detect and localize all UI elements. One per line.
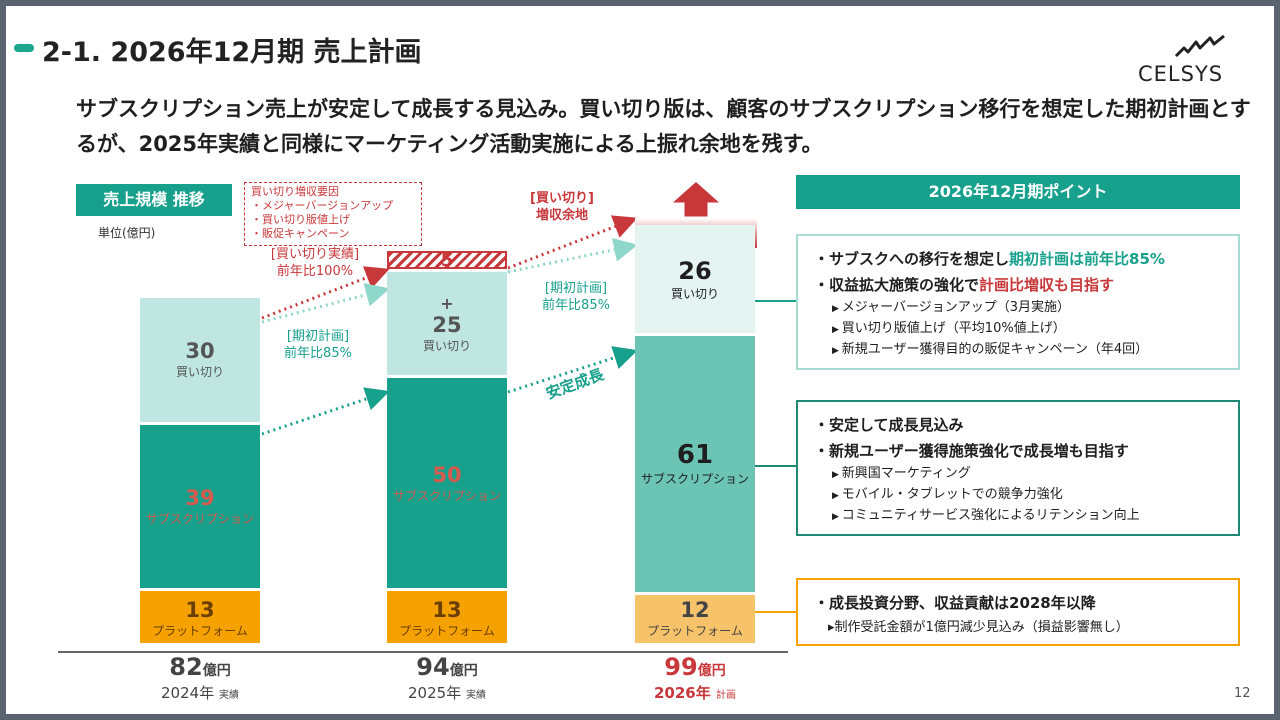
annotation-plan-2026-title: [期初計画] bbox=[544, 281, 608, 296]
subscription-segment: 39 サブスクリプション bbox=[140, 425, 260, 588]
page-title: 2-1. 2026年12月期 売上計画 bbox=[42, 37, 422, 68]
bar-value: 39 bbox=[185, 485, 215, 510]
bar-segment-label: プラットフォーム bbox=[152, 624, 248, 638]
bar-total: 99億円 2026年 計画 bbox=[615, 653, 775, 707]
subscription-sub-item: コミュニティサービス強化によるリテンション向上 bbox=[832, 506, 1222, 527]
plus-sign: + bbox=[440, 293, 454, 313]
connector-upside bbox=[507, 215, 638, 270]
platform-segment: 13 プラットフォーム bbox=[387, 590, 507, 643]
purchase-bullet-2-text: ・収益拡大施策の強化で bbox=[814, 276, 980, 294]
category-kind: 計画 bbox=[715, 690, 736, 701]
connector-plan-2025 bbox=[261, 282, 390, 324]
total-unit: 億円 bbox=[449, 663, 478, 679]
upside-segment: 5 bbox=[387, 249, 507, 271]
subscription-bullet-2: ・新規ユーザー獲得施策強化で成長増も目指す bbox=[814, 442, 1129, 460]
slide: 2-1. 2026年12月期 売上計画 CELSYS サブスクリプション売上が安… bbox=[6, 6, 1274, 714]
subscription-sub-item: 新興国マーケティング bbox=[832, 464, 1222, 485]
bar-value: 12 bbox=[680, 598, 710, 622]
purchase-segment: 30 買い切り bbox=[140, 297, 260, 422]
callout-line: ・メジャーバージョンアップ bbox=[251, 199, 394, 212]
purchase-bullet-1-highlight: 期初計画は前年比85% bbox=[1009, 250, 1165, 268]
purchase-sub-item: 買い切り版値上げ（平均10%値上げ） bbox=[832, 319, 1222, 340]
platform-segment: 13 プラットフォーム bbox=[140, 590, 260, 643]
purchase-bullet-2-highlight: 計画比増収も目指す bbox=[979, 276, 1115, 294]
annotation-plan-2025: [期初計画] 前年比85% bbox=[268, 328, 368, 362]
callout-line: ・販促キャンペーン bbox=[251, 227, 350, 240]
upside-factors-callout: 買い切り増収要因 ・メジャーバージョンアップ ・買い切り版値上げ ・販促キャンペ… bbox=[244, 182, 422, 246]
annotation-actual: [買い切り実績] 前年比100% bbox=[260, 246, 370, 280]
bar-segment-label: サブスクリプション bbox=[392, 488, 501, 503]
purchase-bullet-2: ・収益拡大施策の強化で計画比増収も目指す bbox=[814, 272, 1222, 298]
purchase-bullet-1: ・サブスクへの移行を想定し期初計画は前年比85% bbox=[814, 246, 1222, 272]
purchase-sub-item: メジャーバージョンアップ（3月実施） bbox=[832, 298, 1222, 319]
platform-segment: 12 プラットフォーム bbox=[635, 595, 755, 643]
points-box-platform: ・成長投資分野、収益貢献は2028年以降 ▸制作受託金額が1億円減少見込み（損益… bbox=[796, 578, 1240, 646]
bar-segment-label: 買い切り bbox=[175, 365, 224, 380]
unit-label: 単位(億円) bbox=[98, 226, 156, 240]
logo-text: CELSYS bbox=[1138, 62, 1224, 86]
annotation-upside-title: [買い切り] bbox=[530, 191, 594, 206]
total-unit: 億円 bbox=[202, 663, 231, 679]
total-value: 94 bbox=[416, 653, 450, 681]
bar-segment-label: サブスクリプション bbox=[640, 472, 749, 487]
bar-value: 61 bbox=[676, 440, 714, 471]
bar-segment-label: 買い切り bbox=[422, 338, 471, 353]
bar-value: 5 bbox=[440, 249, 454, 271]
bar-total: 94億円 2025年 実績 bbox=[367, 653, 527, 707]
connector-actual bbox=[261, 266, 390, 320]
bar-segment-label: プラットフォーム bbox=[399, 624, 495, 638]
bar-value: 50 bbox=[432, 462, 462, 487]
purchase-sub-item: 新規ユーザー獲得目的の販促キャンペーン（年4回） bbox=[832, 340, 1222, 361]
purchase-segment: +25 買い切り bbox=[387, 272, 507, 376]
category-label: 2024年 bbox=[161, 684, 219, 702]
bar-value: 25 bbox=[432, 312, 462, 337]
annotation-actual-value: 前年比100% bbox=[276, 264, 354, 279]
points-title: 2026年12月期ポイント bbox=[796, 175, 1240, 209]
bar-total: 82億円 2024年 実績 bbox=[120, 653, 280, 707]
category-kind: 実績 bbox=[465, 690, 486, 701]
bar-value: 13 bbox=[432, 598, 462, 622]
subscription-sub-item: モバイル・タブレットでの競争力強化 bbox=[832, 485, 1222, 506]
annotation-plan-2026: [期初計画] 前年比85% bbox=[526, 280, 626, 314]
total-unit: 億円 bbox=[697, 663, 726, 679]
subscription-bullet-1: ・安定して成長見込み bbox=[814, 416, 964, 434]
annotation-plan-2025-title: [期初計画] bbox=[286, 329, 350, 344]
purchase-bullet-1-text: ・サブスクへの移行を想定し bbox=[814, 250, 1010, 268]
page-number: 12 bbox=[1234, 686, 1251, 701]
points-box-subscription: ・安定して成長見込み ・新規ユーザー獲得施策強化で成長増も目指す 新興国マーケテ… bbox=[796, 400, 1240, 536]
category-kind: 実績 bbox=[218, 690, 239, 701]
callout-line: ・買い切り版値上げ bbox=[251, 213, 350, 226]
callout-line: 買い切り増収要因 bbox=[251, 185, 339, 198]
bar-segment-label: 買い切り bbox=[670, 286, 719, 301]
category-label: 2026年 bbox=[654, 684, 716, 702]
bar-segment-label: サブスクリプション bbox=[145, 511, 254, 526]
purchase-segment: 26 買い切り bbox=[635, 225, 755, 333]
celsys-logo: CELSYS bbox=[1136, 28, 1256, 90]
bar-value: 30 bbox=[185, 339, 215, 364]
lead-text: サブスクリプション売上が安定して成長する見込み。買い切り版は、顧客のサブスクリプ… bbox=[76, 97, 1251, 156]
connector-growth-2 bbox=[507, 346, 638, 394]
total-value: 82 bbox=[169, 653, 203, 681]
bar-value: 26 bbox=[678, 256, 712, 285]
platform-bullet-1: ・成長投資分野、収益貢献は2028年以降 bbox=[814, 594, 1096, 612]
points-box-purchase: ・サブスクへの移行を想定し期初計画は前年比85% ・収益拡大施策の強化で計画比増… bbox=[796, 234, 1240, 370]
platform-sub-item: ▸制作受託金額が1億円減少見込み（損益影響無し） bbox=[828, 620, 1129, 635]
chart-section-label: 売上規模 推移 bbox=[76, 184, 232, 216]
title-accent-bar bbox=[14, 44, 34, 52]
bar-value: 13 bbox=[185, 598, 215, 622]
logo-mark-icon bbox=[1174, 34, 1225, 58]
connector-plan-2026 bbox=[507, 237, 638, 274]
annotation-plan-2026-value: 前年比85% bbox=[542, 298, 610, 313]
annotation-upside-value: 増収余地 bbox=[535, 208, 588, 223]
subscription-segment: 50 サブスクリプション bbox=[387, 378, 507, 588]
annotation-plan-2025-value: 前年比85% bbox=[284, 346, 352, 361]
annotation-actual-title: [買い切り実績] bbox=[270, 247, 360, 262]
bar-segment-label: プラットフォーム bbox=[647, 624, 743, 638]
annotation-upside: [買い切り] 増収余地 bbox=[512, 190, 612, 224]
total-value: 99 bbox=[664, 653, 698, 681]
upside-arrow-icon bbox=[665, 177, 727, 220]
subscription-segment: 61 サブスクリプション bbox=[635, 335, 755, 592]
category-label: 2025年 bbox=[408, 684, 466, 702]
connector-growth-1 bbox=[261, 387, 390, 436]
